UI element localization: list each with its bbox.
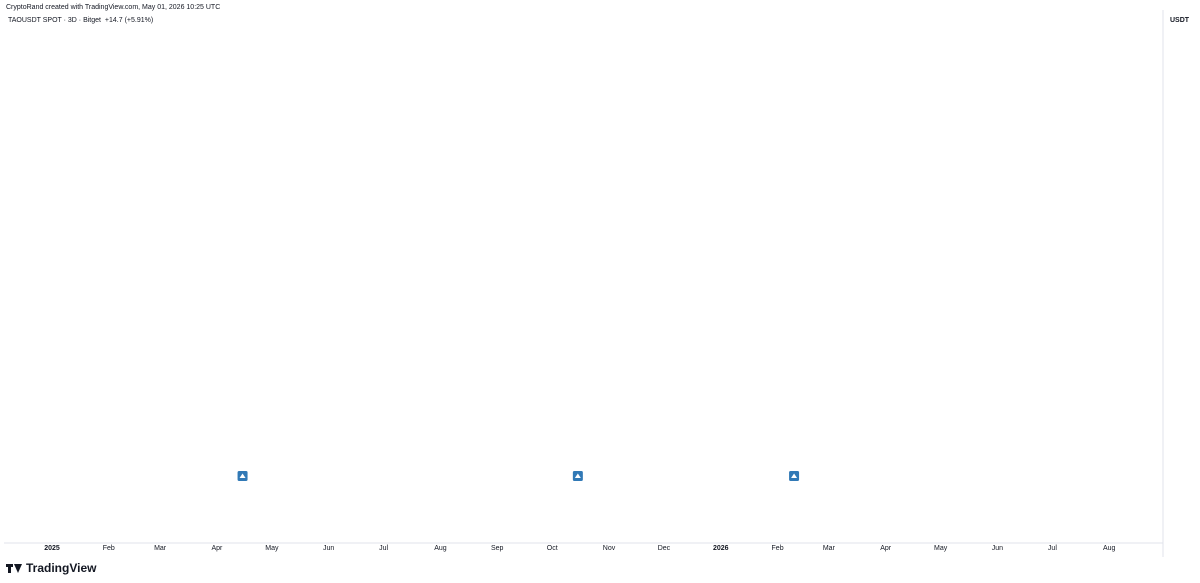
time-tick-label: Dec — [658, 545, 671, 552]
time-tick-label: May — [934, 545, 948, 552]
time-tick-label: Aug — [434, 545, 447, 552]
time-tick-label: Feb — [772, 545, 784, 552]
time-tick-label: Jun — [992, 545, 1003, 552]
time-tick-label: Aug — [1103, 545, 1116, 552]
time-tick-label: 2025 — [44, 545, 60, 552]
brand-name: TradingView — [26, 561, 97, 575]
time-tick-label: May — [265, 545, 279, 552]
attribution-text: CryptoRand created with TradingView.com,… — [6, 4, 221, 11]
time-tick-label: Mar — [154, 545, 167, 552]
event-flag-arrow-icon — [791, 473, 798, 478]
symbol-label: TAOUSDT SPOT · 3D · Bitget — [8, 17, 101, 24]
price-axis-unit: USDT — [1170, 17, 1190, 24]
time-tick-label: Apr — [880, 545, 892, 552]
time-tick-label: Jun — [323, 545, 334, 552]
time-tick-label: Mar — [823, 545, 836, 552]
time-tick-label: Jul — [379, 545, 388, 552]
symbol-legend[interactable]: TAOUSDT SPOT · 3D · Bitget +14.7 (+5.91%… — [8, 17, 153, 24]
time-tick-label: Nov — [603, 545, 616, 552]
event-flag-arrow-icon — [239, 473, 246, 478]
event-flag-arrow-icon — [574, 473, 581, 478]
tradingview-logo: TradingView — [6, 561, 96, 575]
price-change: +14.7 (+5.91%) — [104, 17, 154, 24]
tradingview-icon — [6, 563, 22, 573]
time-tick-label: Feb — [103, 545, 115, 552]
time-tick-label: Apr — [211, 545, 223, 552]
time-tick-label: Oct — [547, 545, 558, 552]
time-tick-label: Sep — [491, 545, 504, 552]
time-tick-label: Jul — [1048, 545, 1057, 552]
time-tick-label: 2026 — [713, 545, 729, 552]
